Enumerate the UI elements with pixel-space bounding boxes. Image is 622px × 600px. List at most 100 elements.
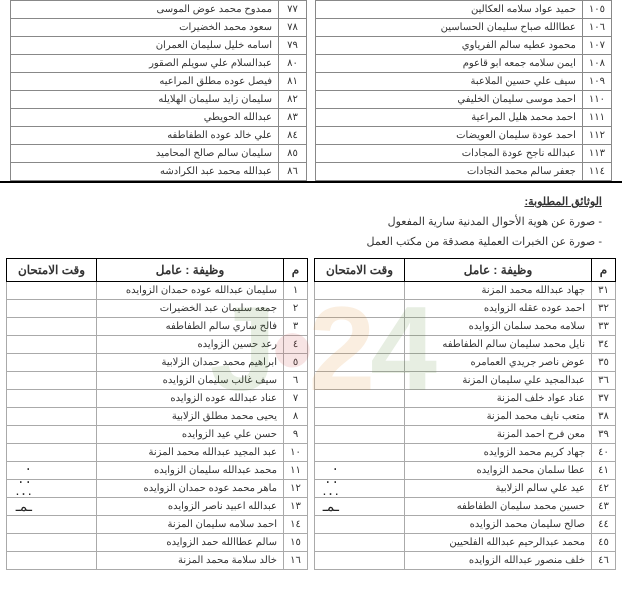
row-number: ٨٤	[279, 127, 307, 145]
row-number: ٧٩	[279, 37, 307, 55]
row-name: سلامه محمد سلمان الزوايده	[405, 318, 592, 336]
row-name: ايمن سلامه جمعه ابو قاعوم	[316, 55, 583, 73]
row-name: احمد عودة سليمان العويضات	[316, 127, 583, 145]
row-exam-time	[315, 498, 405, 516]
row-name: علي خالد عوده الطفاطفه	[11, 127, 279, 145]
table-row: ١١٠احمد موسى سليمان الخليفي	[316, 91, 612, 109]
row-number: ٤	[284, 336, 308, 354]
table-row: ١١٣عبدالله ناجح عودة المجادات	[316, 145, 612, 163]
row-number: ٨	[284, 408, 308, 426]
row-name: سليمان عبدالله عوده حمدان الزوايده	[97, 282, 284, 300]
row-exam-time	[315, 372, 405, 390]
row-name: عبدالله اعبيد ناصر الزوايده	[97, 498, 284, 516]
header-job: وظيفة : عامل	[97, 259, 284, 282]
header-m: م	[284, 259, 308, 282]
row-number: ٨٦	[279, 163, 307, 181]
row-exam-time	[315, 480, 405, 498]
row-exam-time	[315, 426, 405, 444]
required-docs: الوثائق المطلوبة: - صورة عن هوية الأحوال…	[0, 183, 622, 258]
row-number: ٣٤	[592, 336, 616, 354]
row-number: ٣٧	[592, 390, 616, 408]
row-number: ٨٣	[279, 109, 307, 127]
row-name: حسن علي عيد الزوايده	[97, 426, 284, 444]
table-row: ٣٢احمد عوده عقله الزوايده	[315, 300, 616, 318]
bottom-tables: م وظيفة : عامل وقت الامتحان ١سليمان عبدا…	[0, 258, 622, 570]
row-name: معن فرح احمد المزنة	[405, 426, 592, 444]
table-row: ٧عناد عبدالله عوده الزوايده	[7, 390, 308, 408]
row-number: ٣١	[592, 282, 616, 300]
table-row: ٨٣عبدالله الحويطي	[11, 109, 307, 127]
row-name: فالح ساري سالم الطفاطفه	[97, 318, 284, 336]
row-name: عبدالسلام علي سويلم الصقور	[11, 55, 279, 73]
row-exam-time	[315, 408, 405, 426]
table-row: ١٥سالم عطاالله حمد الزوايده	[7, 534, 308, 552]
table-row: ١٣عبدالله اعبيد ناصر الزوايده	[7, 498, 308, 516]
row-name: احمد محمد هليل المراعية	[316, 109, 583, 127]
row-name: سعود محمد الخضيرات	[11, 19, 279, 37]
row-number: ٦	[284, 372, 308, 390]
row-name: سيف غالب سليمان الزوايده	[97, 372, 284, 390]
table-row: ٨١فيصل عوده مطلق المراعيه	[11, 73, 307, 91]
table-row: ٣٧عناد عواد خلف المزنة	[315, 390, 616, 408]
table-row: ٣٤نايل محمد سليمان سالم الطفاطفه	[315, 336, 616, 354]
row-number: ١٠٩	[582, 73, 611, 91]
row-exam-time	[315, 282, 405, 300]
bottom-left-column: م وظيفة : عامل وقت الامتحان ٣١جهاد عبدال…	[314, 258, 616, 570]
row-exam-time	[7, 318, 97, 336]
table-row: ٤رعد حسين الزوايده	[7, 336, 308, 354]
table-row: ١١١احمد محمد هليل المراعية	[316, 109, 612, 127]
row-number: ١٦	[284, 552, 308, 570]
row-name: عبدالمجيد علي سليمان المزنة	[405, 372, 592, 390]
row-exam-time	[315, 552, 405, 570]
row-name: ابراهيم محمد حمدان الزلابية	[97, 354, 284, 372]
row-name: عيد علي سالم الزلابية	[405, 480, 592, 498]
table-row: ٨٦عبدالله محمد عبد الكرادشه	[11, 163, 307, 181]
row-number: ٣٢	[592, 300, 616, 318]
row-name: جهاد عبدالله محمد المزنة	[405, 282, 592, 300]
row-number: ٣٨	[592, 408, 616, 426]
row-number: ١١٢	[582, 127, 611, 145]
row-name: عوض ناصر جريدي العمامره	[405, 354, 592, 372]
row-name: عطاالله صباح سليمان الحساسين	[316, 19, 583, 37]
row-name: اسامه خليل سليمان العمران	[11, 37, 279, 55]
table-row: ١٤احمد سلامه سليمان المزنة	[7, 516, 308, 534]
row-name: عناد عبدالله عوده الزوايده	[97, 390, 284, 408]
table-row: ١٦خالد سلامة محمد المزنة	[7, 552, 308, 570]
table-row: ١٠٦عطاالله صباح سليمان الحساسين	[316, 19, 612, 37]
row-number: ٩	[284, 426, 308, 444]
table-row: ٢جمعه سليمان عبد الخضيرات	[7, 300, 308, 318]
row-number: ٨٢	[279, 91, 307, 109]
row-exam-time	[7, 354, 97, 372]
table-row: ٥ابراهيم محمد حمدان الزلابية	[7, 354, 308, 372]
table-row: ٤٤صالح سليمان محمد الزوايده	[315, 516, 616, 534]
row-name: عبد المجيد عبدالله محمد المزنة	[97, 444, 284, 462]
table-row: ٤٢عيد علي سالم الزلابية	[315, 480, 616, 498]
row-name: سيف علي حسين الملاعبة	[316, 73, 583, 91]
row-number: ١١	[284, 462, 308, 480]
row-exam-time	[315, 354, 405, 372]
table-row: ٣٦عبدالمجيد علي سليمان المزنة	[315, 372, 616, 390]
row-number: ١٠٨	[582, 55, 611, 73]
row-number: ١١٣	[582, 145, 611, 163]
row-number: ٨٥	[279, 145, 307, 163]
required-docs-line2: - صورة عن الخبرات العملية مصدقة من مكتب …	[20, 233, 602, 253]
row-number: ٨٠	[279, 55, 307, 73]
top-left-column: ١٠٥حميد عواد سلامه العكالين١٠٦عطاالله صب…	[315, 0, 612, 181]
table-row: ٤١عطا سلمان محمد الزوايده	[315, 462, 616, 480]
table-row: ١٠عبد المجيد عبدالله محمد المزنة	[7, 444, 308, 462]
table-row: ١٠٩سيف علي حسين الملاعبة	[316, 73, 612, 91]
required-docs-line1: - صورة عن هوية الأحوال المدنية سارية الم…	[20, 213, 602, 233]
row-number: ١٥	[284, 534, 308, 552]
row-number: ٣٥	[592, 354, 616, 372]
table-row: ١سليمان عبدالله عوده حمدان الزوايده	[7, 282, 308, 300]
row-name: حسين محمد سليمان الطفاطفه	[405, 498, 592, 516]
top-right-column: ٧٧ممدوح محمد عوض الموسى٧٨سعود محمد الخضي…	[10, 0, 307, 181]
row-exam-time	[7, 462, 97, 480]
row-name: ممدوح محمد عوض الموسى	[11, 1, 279, 19]
row-number: ٣٩	[592, 426, 616, 444]
row-number: ٤٥	[592, 534, 616, 552]
table-row: ٣٩معن فرح احمد المزنة	[315, 426, 616, 444]
row-name: عبدالله الحويطي	[11, 109, 279, 127]
table-row: ٣١جهاد عبدالله محمد المزنة	[315, 282, 616, 300]
row-name: سليمان سالم صالح المحاميد	[11, 145, 279, 163]
